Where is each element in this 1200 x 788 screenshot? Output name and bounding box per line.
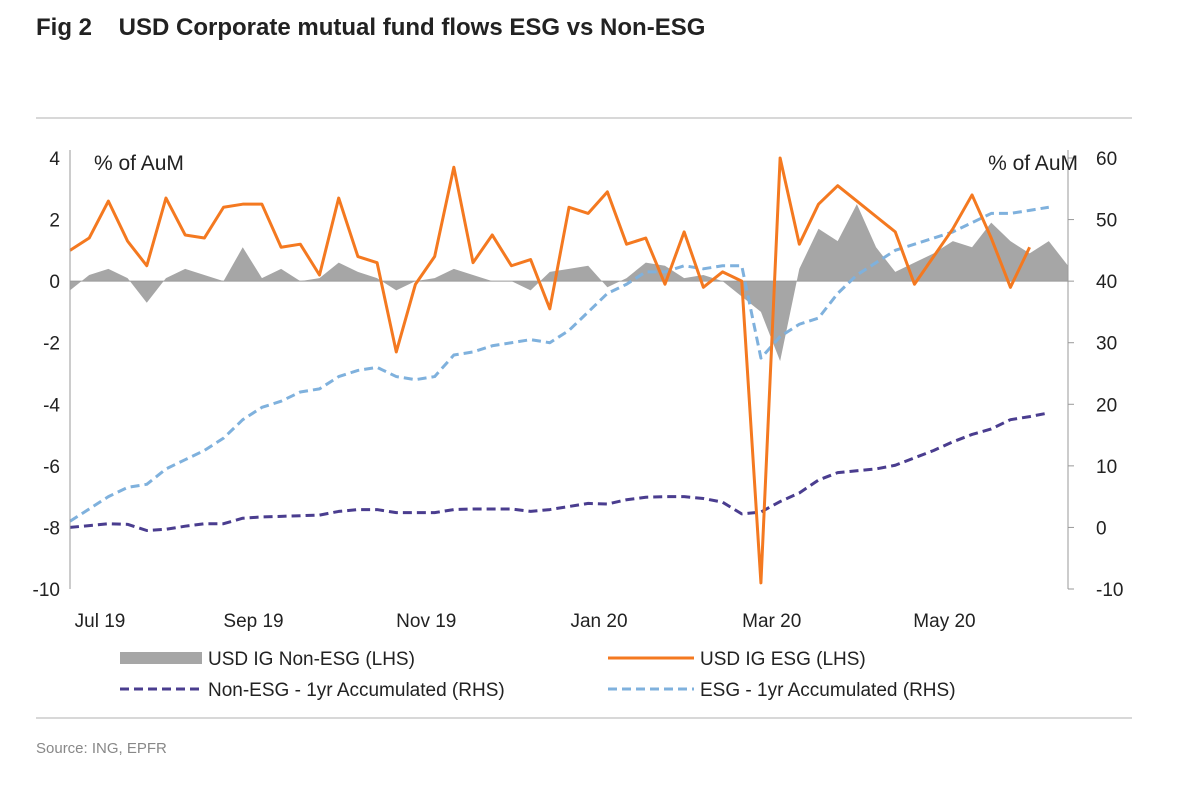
series-non-esg-area: [70, 204, 1068, 362]
right-tick-label: 50: [1096, 211, 1117, 232]
right-axis-label: % of AuM: [988, 152, 1078, 175]
left-tick-label: 2: [49, 211, 60, 232]
left-axis-label: % of AuM: [94, 152, 184, 175]
series-esg-line: [69, 156, 1031, 585]
legend: USD IG Non-ESG (LHS) USD IG ESG (LHS) Non-…: [120, 649, 956, 701]
left-tick-label: -6: [43, 457, 60, 478]
right-tick-label: 10: [1096, 457, 1117, 478]
source-note: Source: ING, EPFR: [36, 740, 167, 757]
plot-area: [69, 156, 1068, 585]
left-tick-label: -4: [43, 395, 60, 416]
x-tick-label: Jul 19: [75, 611, 126, 632]
right-tick-label: -10: [1096, 580, 1123, 601]
legend-label-non-esg-accumulated: Non-ESG - 1yr Accumulated (RHS): [208, 680, 505, 701]
x-tick-label: Mar 20: [742, 611, 801, 632]
legend-label-non-esg: USD IG Non-ESG (LHS): [208, 649, 415, 670]
series-esg-accumulated-line: [69, 205, 1050, 523]
right-tick-label: 0: [1096, 518, 1107, 539]
right-tick-label: 20: [1096, 395, 1117, 416]
legend-label-esg-accumulated: ESG - 1yr Accumulated (RHS): [700, 680, 956, 701]
x-tick-label: Jan 20: [570, 611, 627, 632]
left-tick-label: -10: [33, 580, 60, 601]
legend-swatch-non-esg: [120, 652, 202, 664]
figure-title: Fig 2 USD Corporate mutual fund flows ES…: [36, 14, 706, 41]
left-tick-label: 0: [49, 272, 60, 293]
series-non-esg-accumulated-line: [69, 411, 1050, 533]
left-tick-label: -2: [43, 334, 60, 355]
x-tick-label: May 20: [913, 611, 975, 632]
right-tick-label: 30: [1096, 334, 1117, 355]
x-tick-label: Sep 19: [223, 611, 283, 632]
left-tick-label: 4: [49, 149, 60, 170]
right-tick-label: 60: [1096, 149, 1117, 170]
left-tick-label: -8: [43, 518, 60, 539]
legend-label-esg: USD IG ESG (LHS): [700, 649, 866, 670]
right-tick-label: 40: [1096, 272, 1117, 293]
x-tick-label: Nov 19: [396, 611, 456, 632]
